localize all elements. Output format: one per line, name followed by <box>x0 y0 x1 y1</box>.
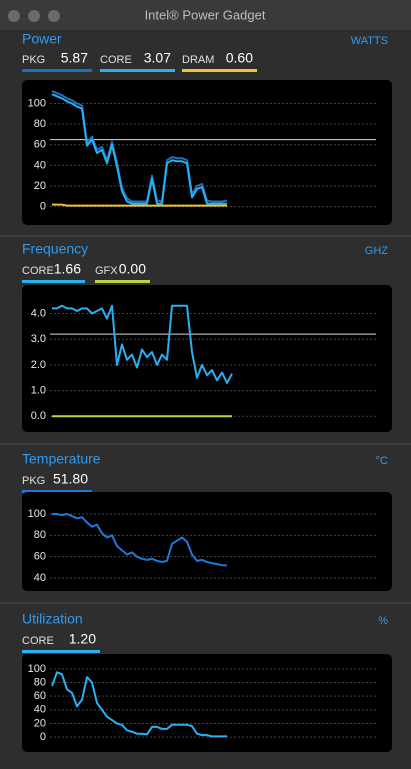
legend-underline <box>182 69 257 72</box>
legend-reading: 3.07 <box>144 50 171 66</box>
panel-title: Temperature <box>22 451 101 467</box>
y-tick-label: 60 <box>34 690 46 702</box>
legend-underline <box>22 650 100 653</box>
y-tick-label: 80 <box>34 529 46 541</box>
series-line <box>52 203 227 207</box>
legend-label: PKG <box>22 475 45 487</box>
legend-reading: 1.20 <box>69 631 96 647</box>
y-tick-label: 80 <box>34 676 46 688</box>
legend-underline <box>95 280 150 283</box>
legend-reading: 0.60 <box>226 50 253 66</box>
legend-reading: 51.80 <box>53 471 88 487</box>
panel-title: Frequency <box>22 241 88 257</box>
legend-underline <box>22 280 85 283</box>
y-tick-label: 20 <box>34 717 46 729</box>
y-tick-label: 0 <box>40 731 46 743</box>
panel-unit: °C <box>376 455 388 467</box>
legend-label: GFX <box>95 265 118 277</box>
legend-label: PKG <box>22 54 45 66</box>
panel-unit: GHZ <box>365 245 389 257</box>
minimize-button[interactable] <box>28 10 40 22</box>
legend-label: CORE <box>22 635 54 647</box>
y-tick-label: 20 <box>34 180 46 192</box>
legend-label: CORE <box>100 54 132 66</box>
legend-underline <box>22 69 92 72</box>
chart-area <box>22 80 392 225</box>
legend-reading: 1.66 <box>54 261 81 277</box>
title-bar <box>0 0 411 30</box>
y-tick-label: 60 <box>34 139 46 151</box>
series-line <box>51 671 228 738</box>
legend-label: CORE <box>22 265 54 277</box>
panel-title: Power <box>22 31 62 47</box>
y-tick-label: 60 <box>34 551 46 563</box>
panel-unit: % <box>378 615 388 627</box>
close-button[interactable] <box>8 10 20 22</box>
y-tick-label: 1.0 <box>31 385 46 397</box>
legend-reading: 0.00 <box>119 261 146 277</box>
y-tick-label: 4.0 <box>31 307 46 319</box>
y-tick-label: 40 <box>34 704 46 716</box>
zoom-button[interactable] <box>48 10 60 22</box>
legend-reading: 5.87 <box>61 50 88 66</box>
series-line <box>52 304 233 384</box>
chart-area <box>22 654 392 752</box>
y-tick-label: 2.0 <box>31 359 46 371</box>
y-tick-label: 0.0 <box>31 410 46 422</box>
y-tick-label: 0 <box>40 201 46 213</box>
legend-underline <box>22 490 92 493</box>
y-tick-label: 80 <box>34 118 46 130</box>
series-line <box>52 513 228 567</box>
y-tick-label: 3.0 <box>31 333 46 345</box>
panel-unit: WATTS <box>351 35 388 47</box>
y-tick-label: 100 <box>28 663 46 675</box>
window-title: Intel® Power Gadget <box>145 7 266 22</box>
legend-label: DRAM <box>182 54 214 66</box>
chart-area <box>22 492 392 591</box>
series-line <box>51 90 228 203</box>
y-tick-label: 100 <box>28 97 46 109</box>
y-tick-label: 100 <box>28 508 46 520</box>
y-tick-label: 40 <box>34 159 46 171</box>
legend-underline <box>100 69 175 72</box>
panel-title: Utilization <box>22 611 83 627</box>
series-line <box>51 93 227 205</box>
chart-area <box>22 285 392 432</box>
y-tick-label: 40 <box>34 572 46 584</box>
